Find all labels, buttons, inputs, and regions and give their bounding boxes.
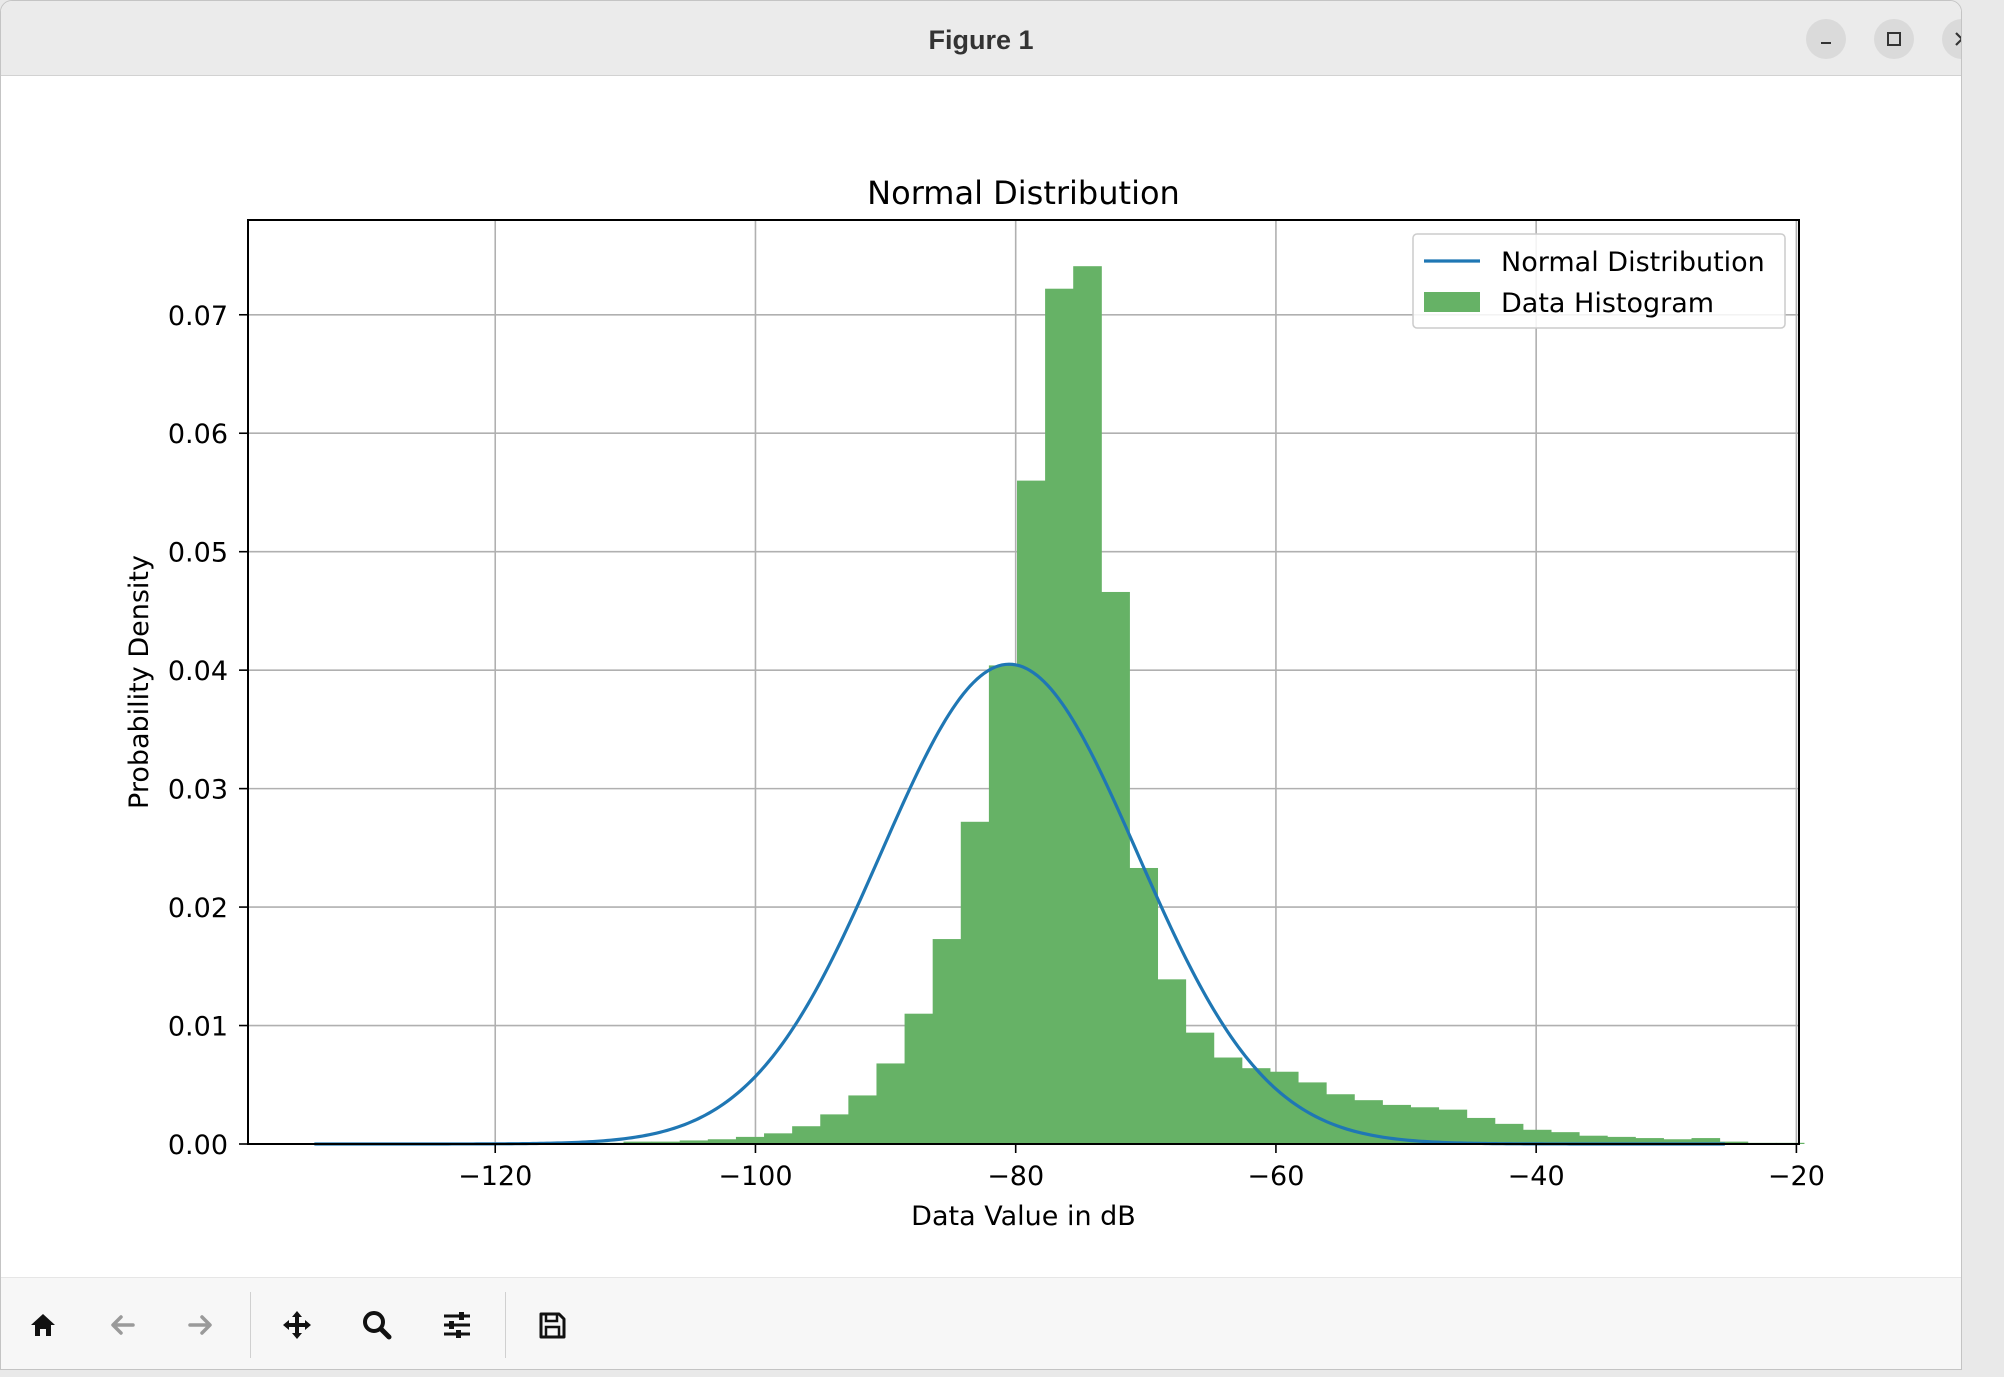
legend-label-normal: Normal Distribution — [1501, 247, 1765, 278]
save-icon — [539, 1312, 566, 1339]
forward-button[interactable] — [176, 1300, 226, 1350]
legend-bar-swatch — [1424, 292, 1480, 312]
x-tick-label: −20 — [1768, 1161, 1825, 1192]
histogram-bar — [1607, 1136, 1636, 1144]
axes-frame — [247, 219, 1800, 1145]
figure-window: Figure 1 −120 −100 −80 −60 −40 −20 0.00 0.01 0.0… — [0, 0, 1962, 1370]
histogram-bar — [623, 1141, 653, 1144]
title-bar[interactable]: Figure 1 — [1, 1, 1961, 76]
window-title: Figure 1 — [928, 25, 1034, 55]
histogram-bar — [1550, 1132, 1580, 1144]
maximize-icon — [1887, 32, 1901, 46]
forward-arrow-icon — [188, 1315, 212, 1335]
histogram-bar — [651, 1141, 681, 1144]
y-tick-label: 0.04 — [168, 656, 228, 687]
minimize-button[interactable] — [1806, 19, 1846, 59]
histogram-bar — [1663, 1139, 1693, 1144]
home-button[interactable] — [18, 1300, 68, 1350]
close-button[interactable] — [1942, 19, 1961, 59]
y-tick-label: 0.01 — [168, 1012, 228, 1043]
x-tick-label: −100 — [718, 1161, 792, 1192]
maximize-button[interactable] — [1874, 19, 1914, 59]
zoom-icon — [363, 1311, 392, 1340]
back-button[interactable] — [97, 1300, 147, 1350]
chart-title: Normal Distribution — [867, 174, 1180, 212]
zoom-button[interactable] — [352, 1300, 402, 1350]
histogram-bar — [1494, 1123, 1524, 1144]
histogram-bar — [1101, 591, 1130, 1144]
x-tick-label: −80 — [987, 1161, 1044, 1192]
histogram-bar — [1157, 979, 1187, 1144]
histogram-bar — [932, 939, 962, 1144]
histogram-bar — [1691, 1138, 1721, 1144]
histogram-bar — [820, 1114, 849, 1144]
y-tick-label: 0.05 — [168, 538, 228, 569]
x-axis-label: Data Value in dB — [911, 1201, 1136, 1232]
histogram-bar — [1522, 1129, 1552, 1144]
histogram-bar — [1185, 1032, 1215, 1144]
histogram-bar — [1326, 1094, 1355, 1144]
histogram-bar — [1719, 1141, 1749, 1144]
y-tick-label: 0.03 — [168, 775, 228, 806]
histogram-bar — [679, 1140, 709, 1144]
save-button[interactable] — [527, 1300, 577, 1350]
x-tick-label: −120 — [458, 1161, 532, 1192]
histogram-bar — [848, 1095, 877, 1144]
toolbar-separator — [505, 1292, 506, 1358]
close-icon — [1955, 32, 1961, 46]
histogram-bar — [1129, 867, 1159, 1144]
histogram-bar — [904, 1013, 934, 1144]
histogram-bar — [1269, 1071, 1299, 1144]
home-icon — [31, 1314, 55, 1336]
back-arrow-icon — [111, 1315, 135, 1335]
y-tick-label: 0.06 — [168, 419, 228, 450]
histogram-bars — [314, 266, 1805, 1145]
minimize-icon — [1821, 42, 1831, 44]
x-tick-label: −60 — [1247, 1161, 1304, 1192]
histogram-bar — [1410, 1107, 1440, 1144]
histogram-bar — [764, 1133, 793, 1144]
navigation-toolbar — [1, 1277, 1961, 1369]
histogram-bar — [876, 1063, 906, 1144]
histogram-bar — [1635, 1138, 1664, 1144]
histogram-bar — [1073, 266, 1102, 1144]
legend-label-histogram: Data Histogram — [1501, 288, 1714, 319]
configure-subplots-icon — [444, 1312, 470, 1338]
histogram-bar — [735, 1136, 765, 1144]
histogram-bar — [1213, 1057, 1243, 1144]
pan-icon — [283, 1311, 311, 1339]
histogram-bar — [1016, 480, 1046, 1145]
configure-subplots-button[interactable] — [432, 1300, 482, 1350]
histogram-bar — [988, 665, 1018, 1144]
figure-canvas[interactable]: −120 −100 −80 −60 −40 −20 0.00 0.01 0.02 0.03 0.04… — [1, 76, 1961, 1277]
y-axis-label: Probability Density — [124, 555, 155, 809]
y-tick-label: 0.00 — [168, 1130, 228, 1161]
histogram-bar — [707, 1139, 737, 1144]
pan-button[interactable] — [272, 1300, 322, 1350]
chart-figure: −120 −100 −80 −60 −40 −20 0.00 0.01 0.02 0.03 0.04… — [124, 174, 1825, 1232]
histogram-bar — [1466, 1117, 1496, 1144]
legend: Normal Distribution Data Histogram — [1412, 233, 1786, 329]
histogram-bar — [1438, 1109, 1468, 1144]
histogram-bar — [960, 821, 990, 1144]
legend-box — [1412, 233, 1786, 329]
toolbar-separator — [250, 1292, 251, 1358]
axis-ticks: −120 −100 −80 −60 −40 −20 0.00 0.01 0.02 0.03 0.04… — [168, 301, 1825, 1192]
x-tick-label: −40 — [1508, 1161, 1565, 1192]
histogram-bar — [792, 1126, 821, 1144]
histogram-bar — [1579, 1135, 1608, 1144]
y-tick-label: 0.02 — [168, 893, 228, 924]
y-tick-label: 0.07 — [168, 301, 228, 332]
